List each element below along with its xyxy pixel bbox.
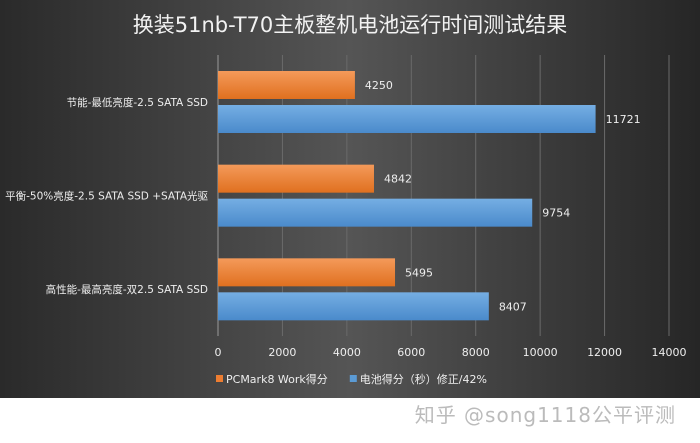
data-label: 4250 — [365, 79, 393, 92]
bar — [218, 258, 396, 287]
bar — [218, 164, 374, 193]
bar — [218, 198, 533, 227]
x-tick-label: 0 — [215, 346, 222, 359]
watermark: 知乎 @song1118公平评测 — [414, 403, 676, 427]
x-tick-label: 10000 — [523, 346, 558, 359]
category-label: 节能-最低亮度-2.5 SATA SSD — [67, 96, 208, 109]
legend-label: PCMark8 Work得分 — [226, 373, 328, 386]
data-label: 11721 — [606, 113, 641, 126]
legend-label: 电池得分（秒）修正/42% — [360, 372, 487, 386]
data-label: 4842 — [384, 173, 412, 186]
category-label: 高性能-最高亮度-双2.5 SATA SSD — [46, 283, 208, 296]
legend-swatch — [216, 375, 223, 382]
bar — [218, 71, 355, 99]
data-label: 5495 — [405, 266, 433, 279]
chart-title: 换装51nb-T70主板整机电池运行时间测试结果 — [133, 13, 568, 37]
x-tick-label: 2000 — [268, 346, 296, 359]
bar — [218, 292, 489, 321]
x-tick-label: 8000 — [462, 346, 490, 359]
x-tick-label: 4000 — [333, 346, 361, 359]
x-tick-label: 12000 — [587, 346, 622, 359]
data-label: 9754 — [542, 207, 570, 220]
x-tick-label: 6000 — [397, 346, 425, 359]
legend-swatch — [349, 375, 357, 382]
x-tick-label: 14000 — [652, 346, 687, 359]
category-label: 平衡-50%亮度-2.5 SATA SSD +SATA光驱 — [5, 190, 208, 203]
bar — [218, 105, 596, 133]
bar-chart: 换装51nb-T70主板整机电池运行时间测试结果 0 2000 4000 6000 80… — [0, 0, 700, 398]
data-label: 8407 — [499, 300, 527, 313]
